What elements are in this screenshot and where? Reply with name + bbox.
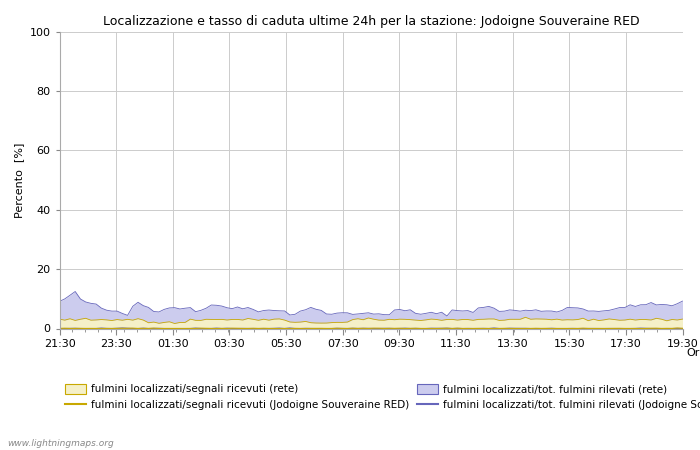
Legend: fulmini localizzati/segnali ricevuti (rete), fulmini localizzati/segnali ricevut: fulmini localizzati/segnali ricevuti (re… bbox=[64, 384, 700, 410]
Text: Orario: Orario bbox=[687, 348, 700, 358]
Title: Localizzazione e tasso di caduta ultime 24h per la stazione: Jodoigne Souveraine: Localizzazione e tasso di caduta ultime … bbox=[103, 14, 639, 27]
Y-axis label: Percento  [%]: Percento [%] bbox=[14, 142, 24, 218]
Text: www.lightningmaps.org: www.lightningmaps.org bbox=[7, 439, 113, 448]
